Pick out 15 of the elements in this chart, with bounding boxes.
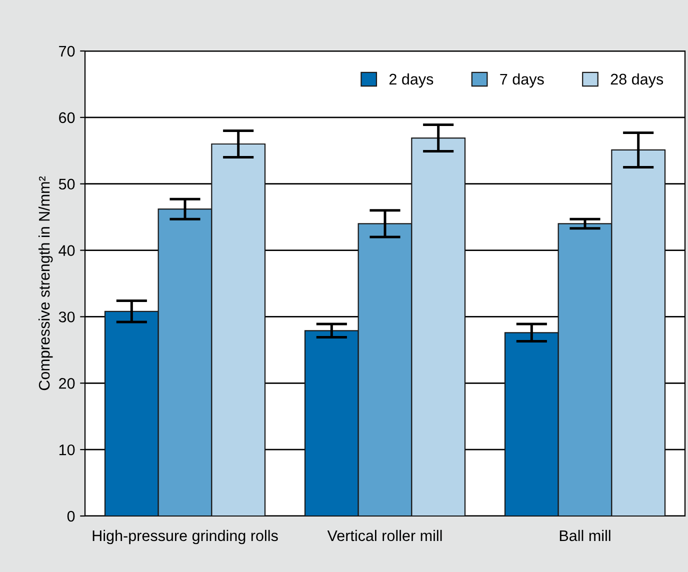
x-tick-label: Vertical roller mill [327, 530, 442, 542]
x-tick-label: High-pressure grinding rolls [92, 530, 278, 544]
y-tick-label: 10 [59, 444, 75, 456]
y-axis-title: Compressive strength in N/mm² [38, 176, 53, 390]
y-tick-label: 70 [59, 46, 75, 57]
y-tick-label: 20 [59, 378, 75, 389]
legend-label: 28 days [610, 73, 664, 88]
y-tick-label: 50 [58, 178, 75, 190]
y-tick-label: 40 [58, 245, 75, 256]
y-tick-label: 60 [59, 112, 75, 124]
x-tick-label: Ball mill [560, 530, 610, 542]
legend-label: 7 days [500, 73, 544, 88]
legend-label: 2 days [389, 73, 434, 88]
y-tick-label: 0 [67, 510, 75, 522]
y-tick-label: 30 [58, 312, 75, 322]
